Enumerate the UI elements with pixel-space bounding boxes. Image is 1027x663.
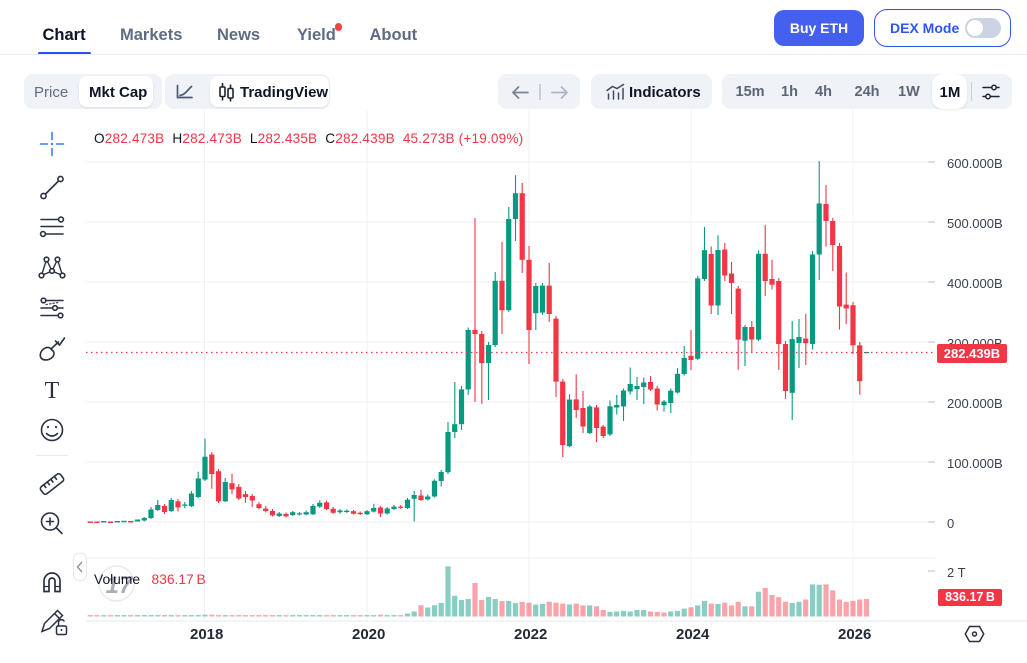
svg-text:T: T <box>45 378 60 404</box>
svg-text:17: 17 <box>106 572 134 599</box>
